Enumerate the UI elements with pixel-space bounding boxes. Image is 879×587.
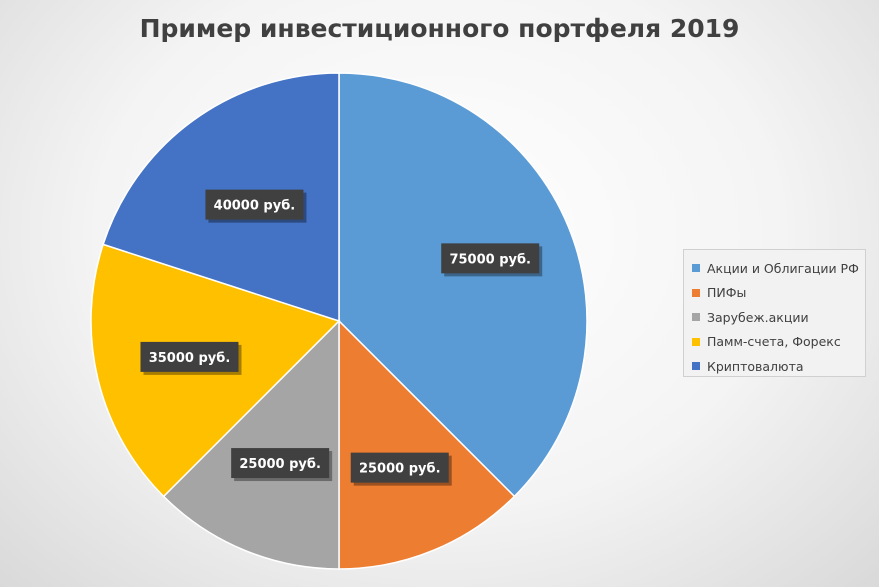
- data-label: 25000 руб.: [231, 448, 333, 482]
- data-label-text: 40000 руб.: [214, 199, 296, 214]
- pie-slice: [162, 319, 340, 570]
- data-label-text: 35000 руб.: [149, 351, 231, 366]
- legend-label: ПИФы: [707, 285, 747, 301]
- chart-title: Пример инвестиционного портфеля 2019: [139, 14, 740, 43]
- data-label: 75000 руб.: [441, 243, 543, 277]
- legend-swatch: [692, 313, 700, 322]
- data-label: 40000 руб.: [205, 189, 307, 223]
- legend-label: Памм-счета, Форекс: [707, 334, 841, 350]
- pie-slice: [338, 72, 588, 498]
- legend-swatch: [692, 362, 700, 371]
- legend-swatch: [692, 337, 700, 346]
- legend-item: Акции и Облигации РФ: [692, 256, 859, 281]
- legend-item: Памм-счета, Форекс: [692, 330, 857, 355]
- chart-legend: Акции и Облигации РФ ПИФы Зарубеж.акции Пам…: [683, 249, 866, 377]
- data-label: 25000 руб.: [350, 452, 452, 486]
- data-label-text: 75000 руб.: [449, 252, 531, 267]
- legend-item: Зарубеж.акции: [692, 305, 857, 330]
- legend-item: ПИФы: [692, 281, 857, 306]
- pie-slice: [338, 319, 516, 570]
- data-label-text: 25000 руб.: [359, 462, 441, 477]
- legend-item: Криптовалюта: [692, 354, 857, 379]
- legend-label: Акции и Облигации РФ: [707, 260, 859, 276]
- data-label: 35000 руб.: [140, 341, 242, 375]
- data-label-text: 25000 руб.: [239, 457, 321, 472]
- legend-label: Криптовалюта: [707, 358, 804, 374]
- legend-label: Зарубеж.акции: [707, 309, 809, 325]
- legend-swatch: [692, 264, 700, 273]
- legend-swatch: [692, 288, 700, 297]
